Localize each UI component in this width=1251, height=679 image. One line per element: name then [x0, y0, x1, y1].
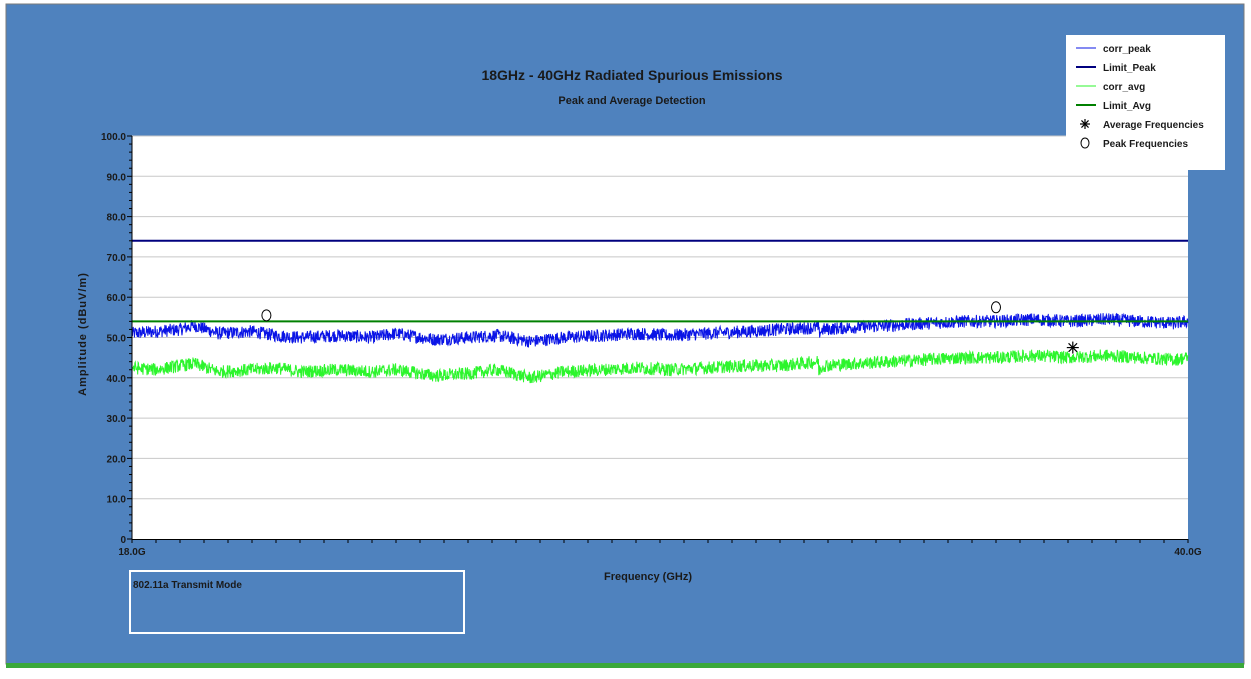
x-tick-label: 40.0G — [1174, 547, 1201, 558]
bottom-strip — [6, 663, 1244, 668]
y-tick-label: 70.0 — [107, 253, 127, 264]
chart-subtitle: Peak and Average Detection — [558, 95, 705, 107]
peak-frequency-marker — [991, 301, 1001, 314]
x-axis-label: Frequency (GHz) — [604, 571, 692, 583]
y-axis-label: Amplitude (dBuV/m) — [77, 272, 89, 396]
grid-lines — [132, 135, 1188, 500]
annotation-text: 802.11a Transmit Mode — [133, 580, 242, 591]
legend-label: Limit_Avg — [1103, 101, 1151, 112]
y-tick-label: 30.0 — [107, 414, 127, 425]
legend-label: Average Frequencies — [1103, 120, 1204, 131]
y-tick-label: 20.0 — [107, 454, 127, 465]
y-tick-label: 100.0 — [101, 132, 126, 143]
legend-label: Limit_Peak — [1103, 63, 1156, 74]
marker-layer — [261, 301, 1079, 354]
y-tick-label: 80.0 — [107, 213, 127, 224]
y-tick-label: 90.0 — [107, 172, 127, 183]
legend-asterisk-icon — [1080, 119, 1090, 129]
annotation-box — [129, 570, 465, 634]
y-tick-label: 0 — [120, 535, 126, 546]
average-frequency-marker — [1066, 341, 1079, 354]
chart-title: 18GHz - 40GHz Radiated Spurious Emission… — [481, 67, 782, 83]
y-tick-label: 50.0 — [107, 334, 127, 345]
legend-label: corr_avg — [1103, 82, 1145, 93]
legend-box — [1066, 35, 1225, 170]
legend: corr_peak Limit_Peak corr_avg Limit_Avg Aver… — [1076, 44, 1204, 150]
y-tick-label: 60.0 — [107, 293, 127, 304]
x-tick-label: 18.0G — [118, 547, 145, 558]
series-corr_avg — [131, 349, 1189, 384]
y-tick-label: 10.0 — [107, 495, 127, 506]
peak-frequency-marker — [261, 309, 272, 322]
legend-circle-icon — [1080, 137, 1090, 149]
legend-label: Peak Frequencies — [1103, 139, 1188, 150]
legend-label: corr_peak — [1103, 44, 1151, 55]
series-layer — [131, 239, 1189, 384]
y-tick-label: 40.0 — [107, 374, 127, 385]
series-corr_peak — [131, 312, 1189, 348]
